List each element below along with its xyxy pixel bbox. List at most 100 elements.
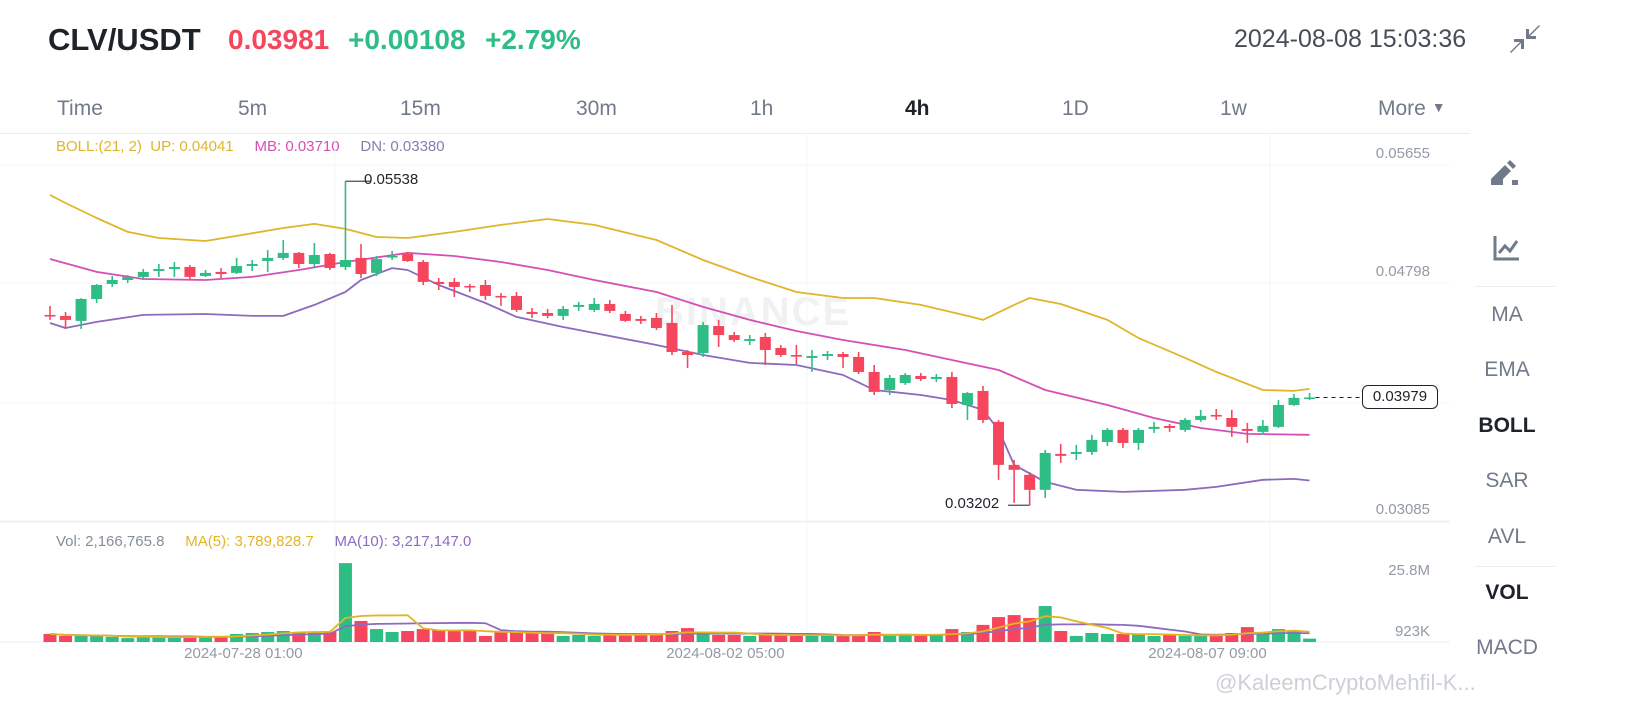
volume-bar bbox=[1085, 632, 1099, 642]
volume-bar bbox=[478, 635, 492, 642]
candle-body bbox=[666, 322, 678, 352]
volume-bar bbox=[929, 634, 943, 642]
volume-bar bbox=[758, 633, 772, 642]
tab-1d[interactable]: 1D bbox=[1062, 97, 1089, 120]
indicator-avl[interactable]: AVL bbox=[1487, 525, 1527, 548]
x-tick-label: 2024-08-02 05:00 bbox=[666, 645, 785, 662]
volume-bar bbox=[603, 633, 617, 642]
indicator-ma[interactable]: MA bbox=[1491, 303, 1523, 326]
candle-body bbox=[915, 375, 927, 380]
binance-watermark: BINANCE bbox=[655, 290, 852, 334]
candle-body bbox=[386, 255, 398, 258]
indicator-chart-icon[interactable] bbox=[1491, 232, 1523, 264]
boll-mb-value: MB: 0.03710 bbox=[254, 138, 340, 155]
divider bbox=[0, 133, 1470, 134]
volume-bar bbox=[74, 635, 88, 642]
volume-bar bbox=[914, 635, 928, 642]
candle-body bbox=[511, 295, 522, 310]
collapse-arrows-icon[interactable] bbox=[1508, 22, 1542, 56]
indicator-boll[interactable]: BOLL bbox=[1478, 414, 1536, 437]
candle-body bbox=[526, 311, 538, 314]
volume-bar bbox=[354, 620, 368, 642]
boll-mb-line bbox=[49, 252, 1310, 436]
low-annotation: 0.03202 bbox=[945, 495, 1000, 512]
candle-body bbox=[75, 298, 87, 321]
candle-body bbox=[246, 264, 258, 266]
volume-bar bbox=[836, 634, 850, 642]
candle-body bbox=[293, 252, 305, 265]
candle-body bbox=[433, 281, 445, 285]
candle-body bbox=[790, 355, 802, 357]
indicator-ema[interactable]: EMA bbox=[1484, 358, 1530, 381]
candle-body bbox=[1164, 425, 1176, 428]
candle-body bbox=[106, 279, 118, 285]
volume-bar bbox=[245, 632, 259, 642]
candle-body bbox=[884, 378, 896, 390]
tab-1w[interactable]: 1w bbox=[1220, 97, 1247, 120]
volume-bar bbox=[447, 630, 461, 642]
candle-body bbox=[977, 390, 989, 420]
volume-bar bbox=[665, 631, 679, 642]
indicator-vol[interactable]: VOL bbox=[1485, 581, 1529, 604]
divider bbox=[1475, 286, 1555, 287]
volume-bar bbox=[1194, 635, 1208, 642]
volume-bar bbox=[307, 631, 321, 642]
candle-body bbox=[277, 252, 289, 258]
candle-body bbox=[417, 261, 429, 282]
volume-bar bbox=[183, 636, 197, 642]
volume-bar bbox=[960, 631, 974, 642]
volume-bar bbox=[1225, 632, 1239, 642]
volume-bar bbox=[883, 635, 897, 642]
indicator-macd[interactable]: MACD bbox=[1476, 636, 1538, 659]
tab-1h[interactable]: 1h bbox=[750, 97, 774, 120]
volume-bar bbox=[541, 632, 555, 642]
candle-body bbox=[479, 284, 491, 296]
volume-bar bbox=[681, 628, 695, 642]
candle-body bbox=[200, 272, 211, 276]
candle-body bbox=[153, 269, 165, 271]
candle-body bbox=[1210, 414, 1222, 417]
datetime: 2024-08-08 15:03:36 bbox=[1234, 25, 1467, 53]
divider bbox=[1475, 566, 1555, 567]
price-tick: 0.04798 bbox=[1375, 263, 1430, 280]
tab-more[interactable]: More ▼ bbox=[1378, 97, 1446, 121]
volume-bar bbox=[401, 631, 415, 642]
candle-body bbox=[60, 315, 72, 320]
volume-bar bbox=[525, 632, 539, 642]
candle-body bbox=[122, 276, 134, 280]
volume-bar bbox=[292, 631, 306, 642]
draw-pen-icon[interactable] bbox=[1488, 155, 1524, 191]
volume-bar bbox=[1209, 633, 1223, 642]
candle-body bbox=[1195, 415, 1207, 420]
volume-bar bbox=[1116, 633, 1130, 642]
volume-bar bbox=[416, 629, 430, 642]
candle-body bbox=[728, 335, 740, 341]
candle-body bbox=[930, 376, 942, 380]
volume-ma5-value: MA(5): 3,789,828.7 bbox=[185, 533, 314, 550]
volume-bar bbox=[323, 631, 337, 642]
caret-down-icon: ▼ bbox=[1431, 99, 1446, 115]
tab-4h[interactable]: 4h bbox=[905, 97, 930, 120]
candle-body bbox=[1133, 429, 1144, 443]
indicator-sar[interactable]: SAR bbox=[1485, 469, 1529, 492]
volume-bar bbox=[743, 635, 757, 642]
x-tick-label: 2024-07-28 01:00 bbox=[184, 645, 303, 662]
tab-30m[interactable]: 30m bbox=[576, 97, 617, 120]
volume-bar bbox=[214, 636, 228, 642]
volume-bar bbox=[587, 635, 601, 642]
candle-body bbox=[1039, 452, 1051, 490]
volume-bar bbox=[1256, 632, 1270, 642]
candle-body bbox=[946, 376, 958, 404]
candle-body bbox=[324, 254, 336, 269]
volume-bar bbox=[572, 634, 586, 642]
symbol-title: CLV/USDT bbox=[48, 22, 201, 57]
volume-bar bbox=[852, 634, 866, 642]
volume-bar bbox=[1023, 618, 1037, 642]
volume-bar bbox=[230, 633, 244, 642]
volume-bar bbox=[1069, 635, 1083, 642]
tab-5m[interactable]: 5m bbox=[238, 97, 268, 120]
volume-bar bbox=[1100, 633, 1114, 642]
tab-time[interactable]: Time bbox=[57, 97, 103, 120]
tab-15m[interactable]: 15m bbox=[400, 97, 441, 120]
